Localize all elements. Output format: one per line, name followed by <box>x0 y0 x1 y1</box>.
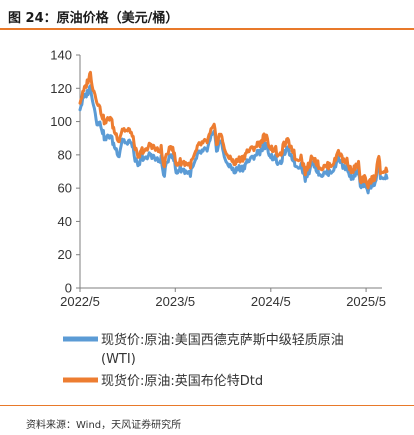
y-tick-label: 40 <box>58 214 72 229</box>
x-axis: 2022/5 2023/5 2024/5 2025/5 <box>60 287 386 309</box>
y-tick-label: 120 <box>50 81 72 96</box>
y-tick-label: 0 <box>65 281 72 296</box>
series-line-wti <box>78 84 389 195</box>
y-tick-label: 100 <box>50 114 72 129</box>
x-tick-label: 2024/5 <box>251 294 291 309</box>
y-tick-label: 140 <box>50 48 72 63</box>
figure-footer: 资料来源：Wind，天风证券研究所 <box>0 405 414 435</box>
x-tick-label: 2023/5 <box>155 294 195 309</box>
figure-header: 图 24：原油价格（美元/桶） <box>0 0 414 30</box>
series-line-brent <box>78 70 389 190</box>
y-tick-label: 60 <box>58 181 72 196</box>
y-axis: 0 20 40 60 80 100 120 140 <box>50 48 81 296</box>
legend-label-brent: 现货价:原油:英国布伦特Dtd <box>101 373 263 389</box>
x-tick-label: 2025/5 <box>346 294 386 309</box>
plot-area <box>78 70 389 195</box>
y-tick-label: 80 <box>58 147 72 162</box>
legend: 现货价:原油:美国西德克萨斯中级轻质原油 (WTI) 现货价:原油:英国布伦特Dtd <box>63 332 344 389</box>
y-tick-label: 20 <box>58 247 72 262</box>
legend-label-wti: 现货价:原油:美国西德克萨斯中级轻质原油 <box>101 332 344 348</box>
figure-title: 图 24：原油价格（美元/桶） <box>8 11 179 26</box>
x-tick-label: 2022/5 <box>60 294 100 309</box>
source-note: 资料来源：Wind，天风证券研究所 <box>26 420 182 431</box>
legend-label-wti-suffix: (WTI) <box>101 352 136 367</box>
